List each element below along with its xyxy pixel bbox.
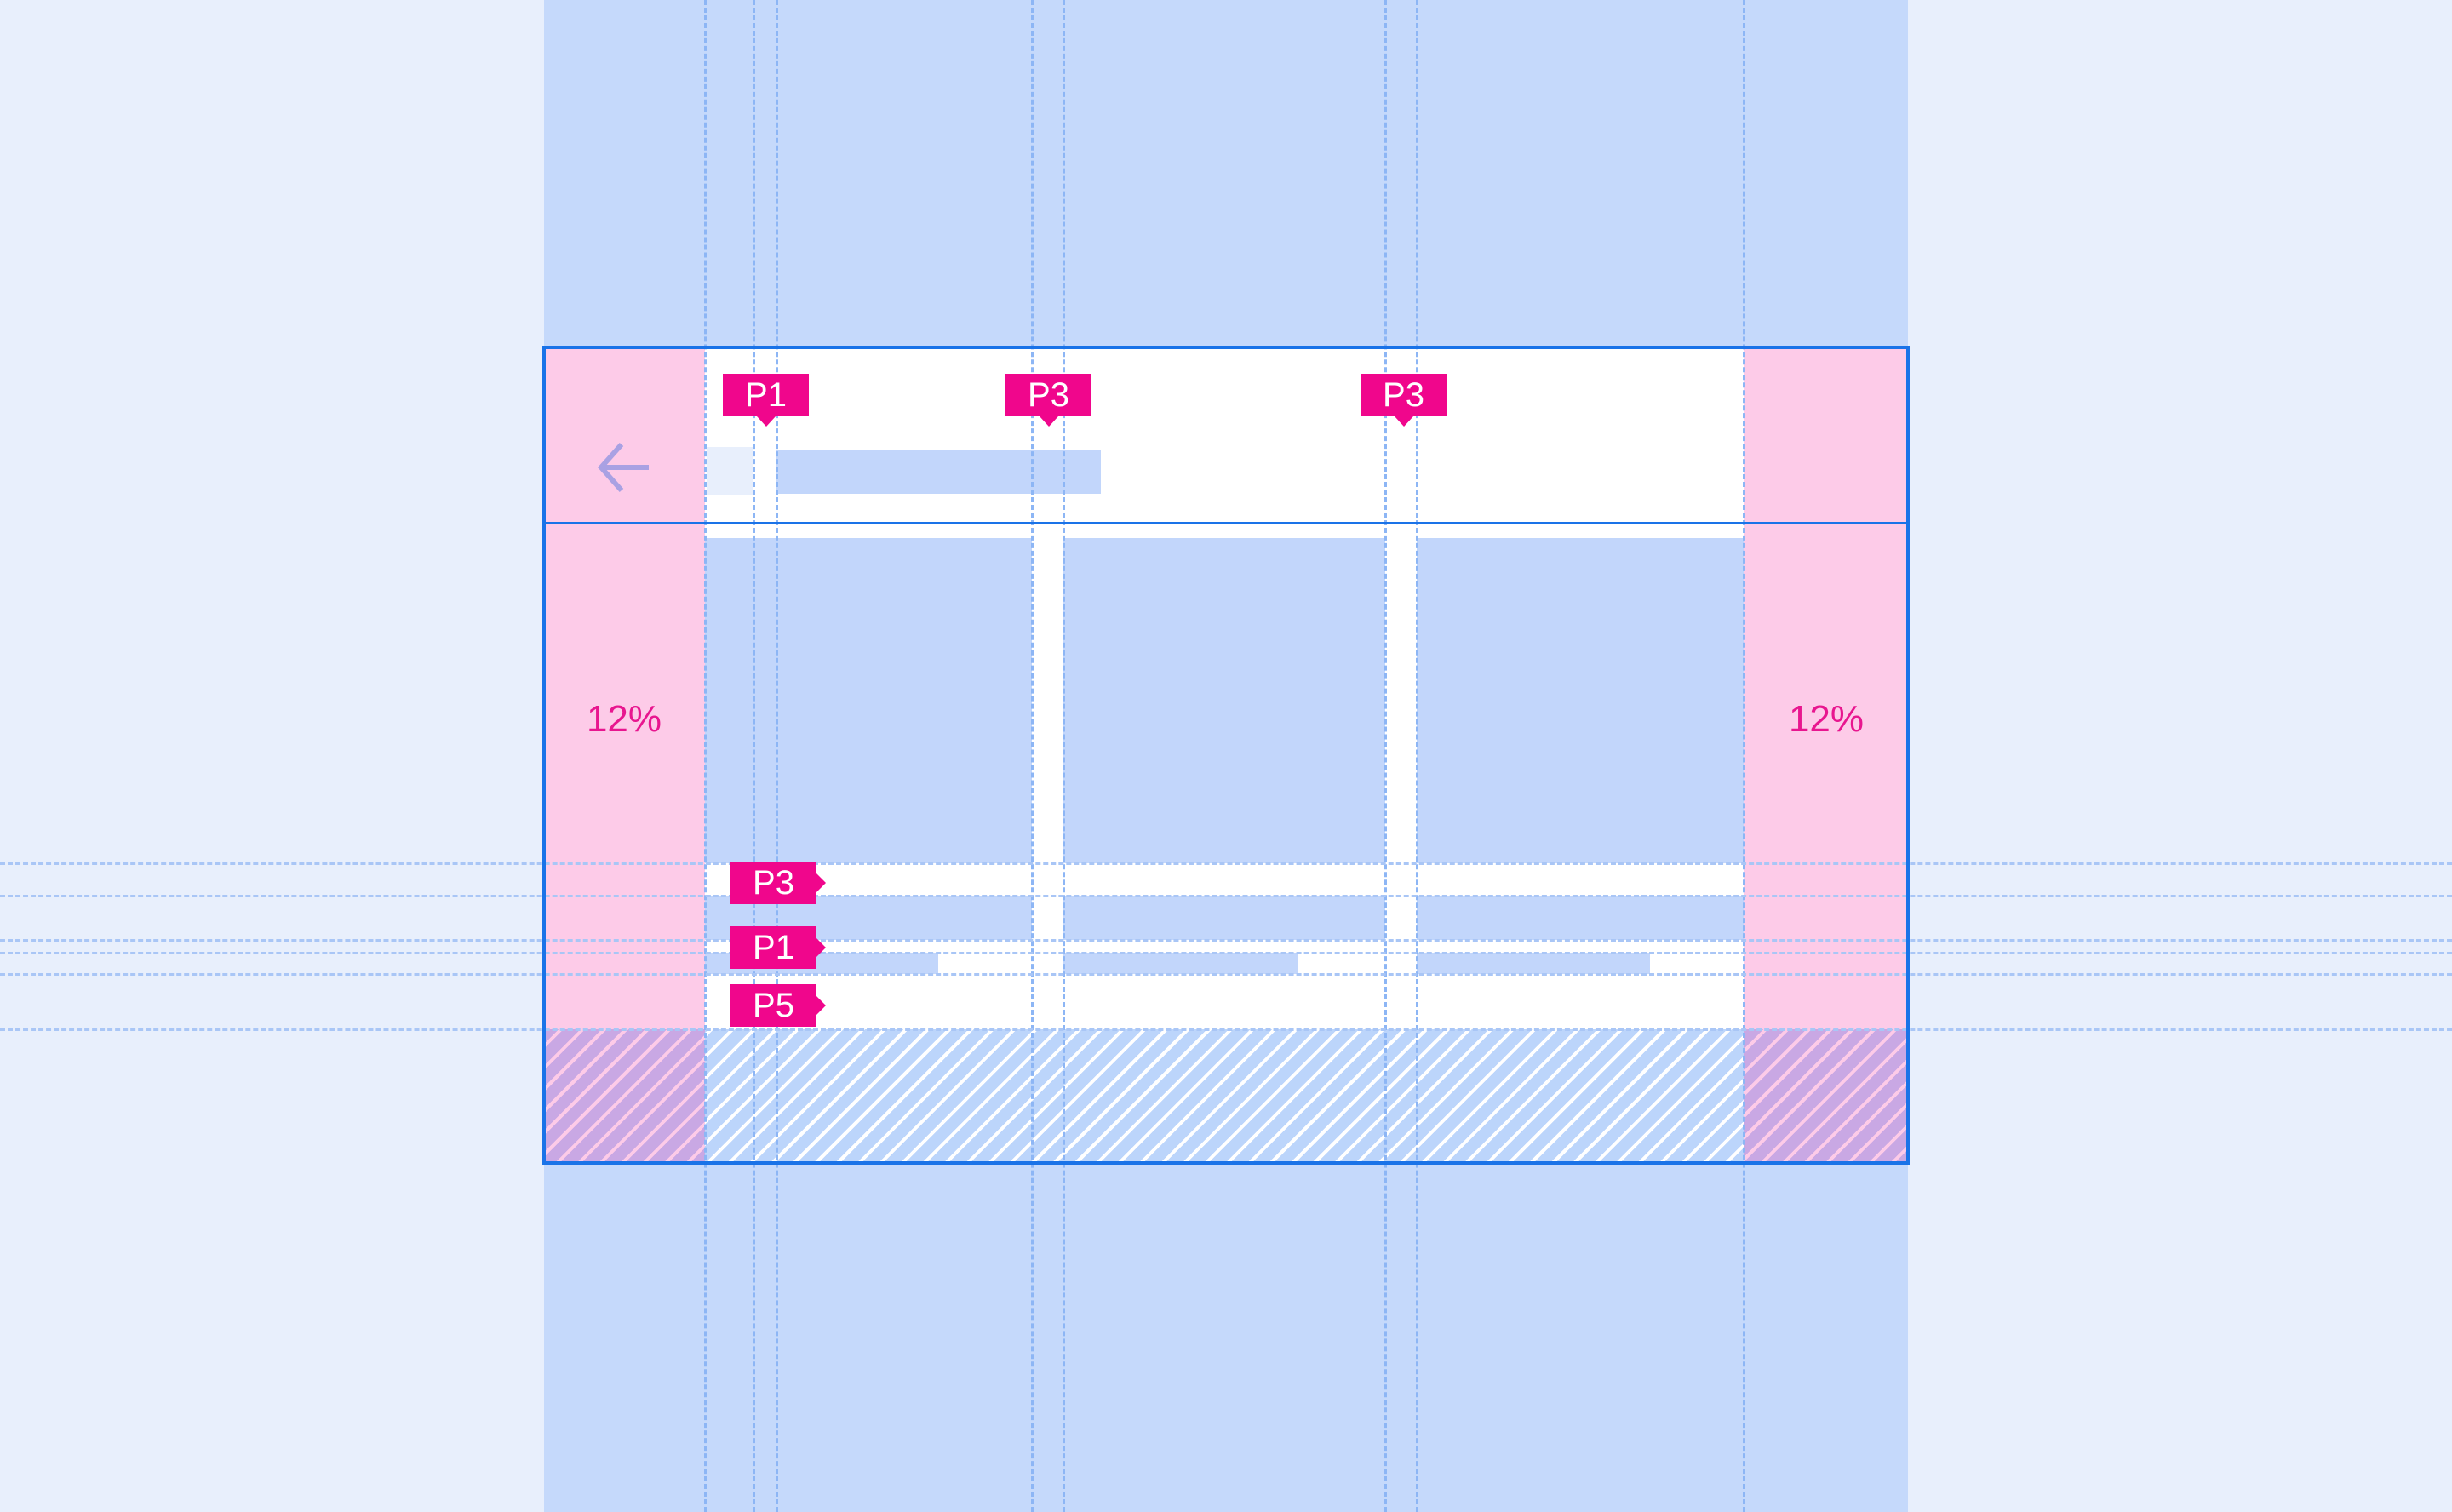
guide-line [704,0,707,1512]
guide-line [0,952,2452,954]
left-margin-label: 12% [586,698,662,740]
hatched-margin-right [1744,1029,1910,1165]
card-image-2[interactable] [1063,538,1385,863]
header-divider [542,522,1910,524]
frame-border [542,346,1910,1165]
guide-line [1031,0,1034,1512]
spacing-badge: P3 [1005,374,1091,427]
card-subtitle-3 [1417,953,1650,974]
card-subtitle-2 [1063,953,1298,974]
guide-line [0,939,2452,942]
guide-line [0,862,2452,865]
right-margin-label: 12% [1788,698,1865,740]
card-image-1[interactable] [705,538,1032,863]
arrow-left-icon[interactable] [596,441,652,494]
guide-line [1063,0,1065,1512]
guide-line [0,973,2452,976]
spacing-badge: P1 [723,374,809,427]
spacing-badge: P3 [1361,374,1447,427]
guide-line [753,0,755,1512]
left-margin [542,346,705,1029]
guide-line [0,895,2452,897]
right-margin [1744,346,1910,1029]
title-placeholder [776,450,1101,494]
nav-placeholder [707,447,753,495]
spacing-badge: P3 [730,862,826,904]
guide-line [0,1028,2452,1031]
spacing-badge: P5 [730,984,826,1027]
guide-line [776,0,778,1512]
card-image-3[interactable] [1417,538,1744,863]
hatched-overflow-area [705,1029,1744,1165]
hatched-margin-left [542,1029,705,1165]
guide-line [1384,0,1387,1512]
spacing-badge: P1 [730,926,826,969]
guide-line [1416,0,1418,1512]
card-title-2 [1063,896,1385,940]
card-title-3 [1417,896,1744,940]
guide-line [1743,0,1745,1512]
